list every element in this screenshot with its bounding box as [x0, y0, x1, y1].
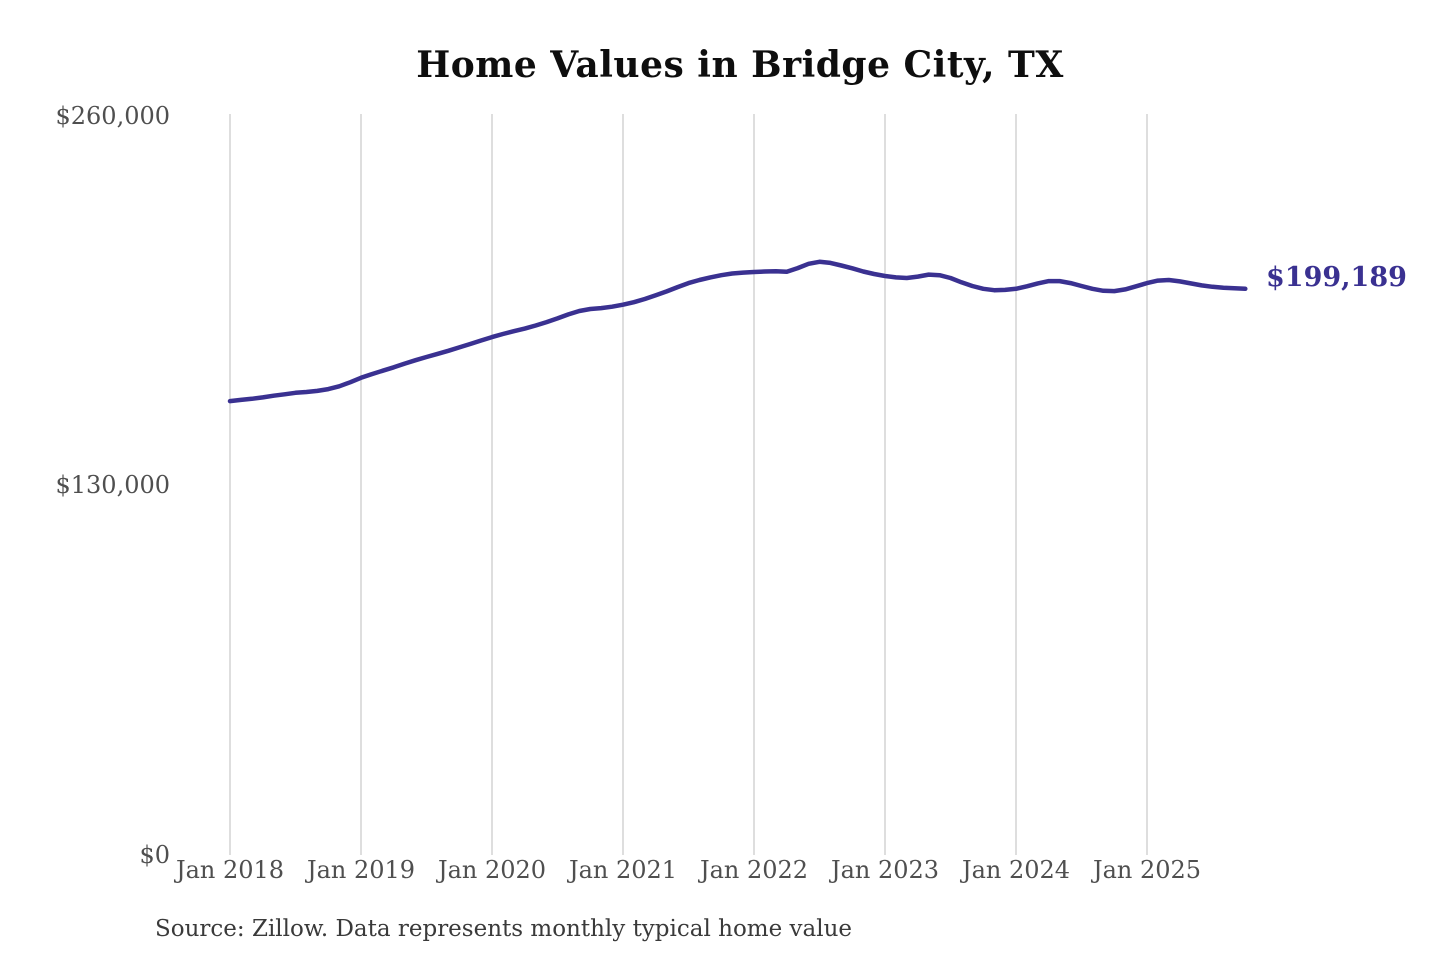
x-axis-tick-label: Jan 2023	[830, 856, 940, 884]
home-value-line	[227, 259, 1248, 404]
vertical-gridlines	[229, 114, 1148, 855]
x-axis-tick-label: Jan 2018	[175, 856, 285, 884]
source-note: Source: Zillow. Data represents monthly …	[155, 916, 853, 942]
x-axis-tick-label: Jan 2025	[1092, 856, 1202, 884]
chart-title: Home Values in Bridge City, TX	[416, 44, 1064, 86]
y-axis-tick-label: $130,000	[55, 471, 170, 499]
x-axis-tick-label: Jan 2022	[699, 856, 809, 884]
y-axis-tick-label: $0	[139, 841, 170, 869]
x-axis-tick-label: Jan 2019	[306, 856, 416, 884]
current-value-label: $199,189	[1266, 262, 1407, 293]
x-axis-tick-label: Jan 2020	[437, 856, 547, 884]
x-axis-tick-label: Jan 2021	[568, 856, 678, 884]
x-axis-tick-label: Jan 2024	[961, 856, 1071, 884]
y-axis-tick-label: $260,000	[55, 102, 170, 130]
